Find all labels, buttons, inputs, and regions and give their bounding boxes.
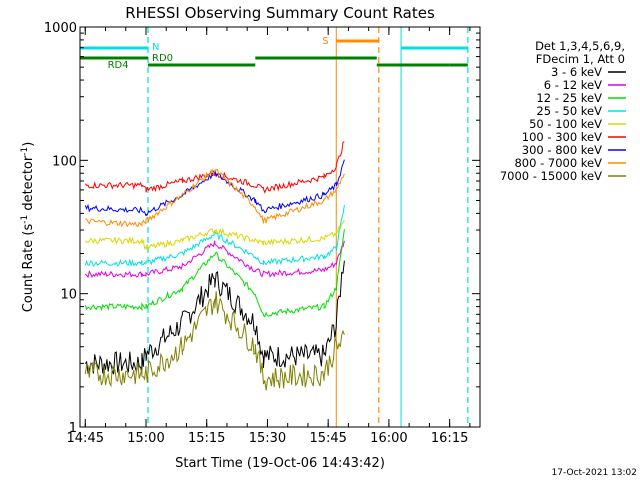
- legend-header: Det 1,3,4,5,6,9,: [535, 39, 625, 53]
- series-line-50-100keV: [84, 219, 345, 250]
- x-tick-label: 15:45: [309, 431, 346, 446]
- x-tick-label: 14:45: [67, 431, 104, 446]
- y-axis-label: Count Rate (s-1 detector-1): [20, 142, 36, 313]
- series-line-12-25keV: [84, 228, 345, 318]
- legend-label: 7000 - 15000 keV: [500, 169, 602, 183]
- chart-title: RHESSI Observing Summary Count Rates: [125, 4, 435, 22]
- legend-label: 50 - 100 keV: [529, 117, 602, 131]
- annotation-n: N: [152, 42, 159, 53]
- x-tick-label: 15:15: [188, 431, 225, 446]
- y-tick-label: 10: [60, 288, 77, 303]
- legend: Det 1,3,4,5,6,9,FDecim 1, Att 03 - 6 keV…: [500, 39, 626, 183]
- x-tick-label: 15:00: [127, 431, 164, 446]
- series-line-100-300keV: [84, 141, 345, 194]
- legend-label: 12 - 25 keV: [536, 91, 602, 105]
- legend-label: 6 - 12 keV: [544, 78, 602, 92]
- legend-header: FDecim 1, Att 0: [536, 52, 625, 66]
- annotation-rd0: RD0: [152, 53, 173, 64]
- axes: 14:45 15:00 15:15 15:30 15:45 16:00 16:15 1 10 10…: [44, 21, 480, 446]
- legend-label: 300 - 800 keV: [522, 143, 602, 157]
- y-tick-label: 100: [52, 154, 77, 169]
- x-tick-label: 15:30: [249, 431, 286, 446]
- footer-timestamp: 17-Oct-2021 13:02: [552, 468, 637, 478]
- series-line-800-7000keV: [85, 167, 345, 228]
- legend-label: 25 - 50 keV: [536, 104, 602, 118]
- legend-label: 3 - 6 keV: [551, 65, 602, 79]
- x-tick-label: 16:15: [431, 431, 468, 446]
- series-line-6-12keV: [84, 240, 345, 279]
- series-line-3-6keV: [84, 260, 345, 375]
- x-tick-label: 16:00: [370, 431, 407, 446]
- legend-label: 100 - 300 keV: [522, 130, 602, 144]
- legend-label: 800 - 7000 keV: [514, 156, 602, 170]
- annotation-rd4: RD4: [108, 60, 129, 71]
- series-line-25-50keV: [84, 204, 345, 268]
- x-axis-label: Start Time (19-Oct-06 14:43:42): [175, 456, 385, 471]
- interval-markers: [79, 27, 469, 427]
- plot-frame: [79, 26, 481, 428]
- y-tick-label: 1: [69, 421, 77, 436]
- series-line-7000-15000keV: [84, 291, 345, 391]
- annotation-s: S: [322, 36, 328, 47]
- y-tick-label: 1000: [44, 21, 77, 36]
- series-layer: [84, 141, 345, 391]
